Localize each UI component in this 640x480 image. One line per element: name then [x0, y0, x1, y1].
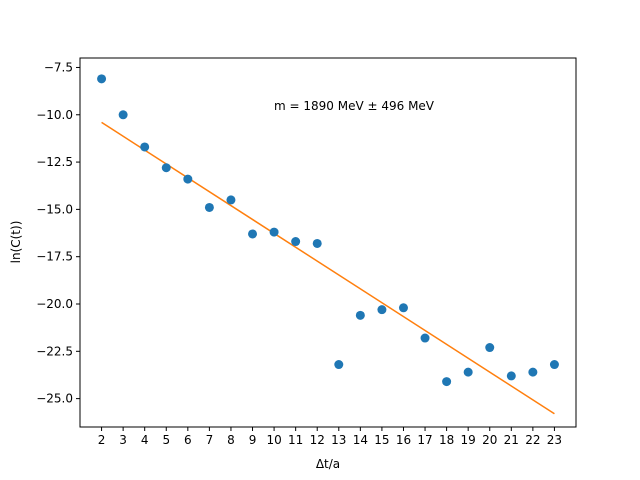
- data-point: [291, 237, 301, 247]
- data-point: [549, 360, 559, 370]
- x-tick-label: 9: [249, 433, 257, 447]
- y-axis-label: ln(C(t)): [9, 221, 23, 264]
- x-tick-label: 23: [547, 433, 562, 447]
- x-tick-label: 17: [417, 433, 432, 447]
- x-tick-label: 22: [525, 433, 540, 447]
- x-tick-label: 20: [482, 433, 497, 447]
- data-point: [140, 142, 150, 152]
- data-point: [334, 360, 344, 370]
- data-point: [420, 333, 430, 343]
- x-tick-label: 11: [288, 433, 303, 447]
- x-tick-label: 2: [98, 433, 106, 447]
- x-tick-label: 15: [374, 433, 389, 447]
- x-axis: 2 3 4 5 6 7 8 9 10 11 12 13 14 15 16 17 18 19 20 21 22 23: [98, 427, 562, 447]
- data-point: [248, 229, 258, 239]
- x-axis-label: Δt/a: [316, 457, 340, 471]
- x-tick-label: 12: [310, 433, 325, 447]
- x-tick-label: 14: [353, 433, 368, 447]
- x-tick-label: 19: [461, 433, 476, 447]
- y-tick-label: −15.0: [36, 202, 73, 216]
- x-tick-label: 13: [331, 433, 346, 447]
- x-tick-label: 5: [162, 433, 170, 447]
- data-point: [398, 303, 408, 313]
- data-point: [269, 227, 279, 237]
- x-tick-label: 18: [439, 433, 454, 447]
- data-point: [377, 305, 387, 315]
- x-tick-label: 21: [504, 433, 519, 447]
- plot-area: [97, 74, 559, 415]
- data-point: [161, 163, 171, 173]
- x-tick-label: 10: [266, 433, 281, 447]
- data-point: [506, 371, 516, 381]
- x-tick-label: 7: [206, 433, 214, 447]
- x-tick-label: 3: [119, 433, 127, 447]
- plot-frame: [79, 57, 577, 428]
- data-point: [97, 74, 107, 84]
- x-tick-label: 16: [396, 433, 411, 447]
- data-point: [226, 195, 236, 205]
- data-point: [485, 343, 495, 353]
- data-point: [312, 238, 322, 248]
- y-tick-label: −17.5: [36, 250, 73, 264]
- y-tick-label: −22.5: [36, 344, 73, 358]
- data-point: [463, 367, 473, 377]
- x-tick-label: 4: [141, 433, 149, 447]
- data-point: [183, 174, 193, 184]
- y-tick-label: −20.0: [36, 297, 73, 311]
- data-point: [442, 377, 452, 387]
- x-tick-label: 6: [184, 433, 192, 447]
- data-point: [204, 202, 214, 212]
- data-point: [118, 110, 128, 120]
- y-tick-label: −12.5: [36, 155, 73, 169]
- y-tick-label: −25.0: [36, 392, 73, 406]
- fit-annotation: m = 1890 MeV ± 496 MeV: [274, 99, 435, 113]
- y-tick-label: −7.5: [44, 60, 73, 74]
- y-tick-label: −10.0: [36, 108, 73, 122]
- x-tick-label: 8: [227, 433, 235, 447]
- fit-line: [101, 121, 555, 415]
- y-axis: −7.5 −10.0 −12.5 −15.0 −17.5 −20.0 −22.5 −25.0: [36, 60, 80, 406]
- data-point: [528, 367, 538, 377]
- data-point: [355, 310, 365, 320]
